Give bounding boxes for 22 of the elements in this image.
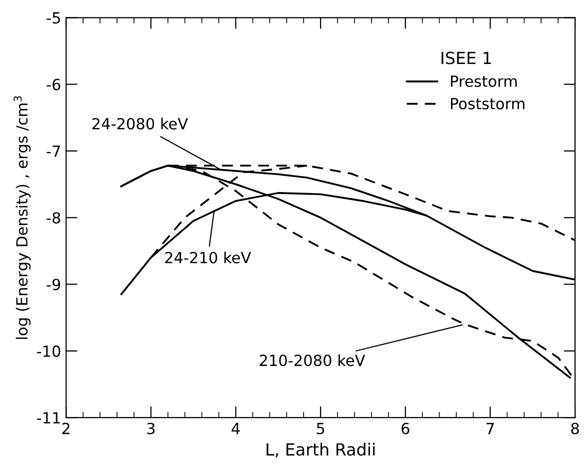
y-tick-label: -10 [37, 345, 60, 357]
x-tick-label: 4 [232, 422, 240, 434]
x-tick-label: 5 [316, 422, 324, 434]
y-axis-title: log (Energy Density) , ergs /cm$^{3}$ [14, 96, 31, 339]
x-tick-label: 2 [62, 422, 70, 434]
annotation: 210-2080 keV [260, 354, 366, 366]
annotation: 24-210 keV [165, 252, 252, 264]
x-axis-title: L, Earth Radii [266, 442, 375, 458]
annotation: 24-2080 keV [92, 118, 188, 130]
y-tick-label: -7 [46, 146, 60, 157]
legend-label: Prestorm [451, 76, 517, 87]
x-tick-label: 8 [571, 422, 579, 434]
legend-title: ISEE 1 [442, 52, 491, 64]
y-tick-label: -11 [37, 412, 60, 424]
y-tick-label: -5 [46, 12, 60, 24]
x-tick-label: 3 [147, 422, 155, 434]
legend-label: Poststorm [451, 98, 524, 110]
y-tick-label: -9 [46, 278, 60, 290]
y-tick-label: -8 [46, 212, 60, 224]
x-tick-label: 7 [486, 422, 494, 434]
x-tick-label: 6 [402, 422, 410, 434]
y-tick-label: -6 [46, 78, 60, 90]
